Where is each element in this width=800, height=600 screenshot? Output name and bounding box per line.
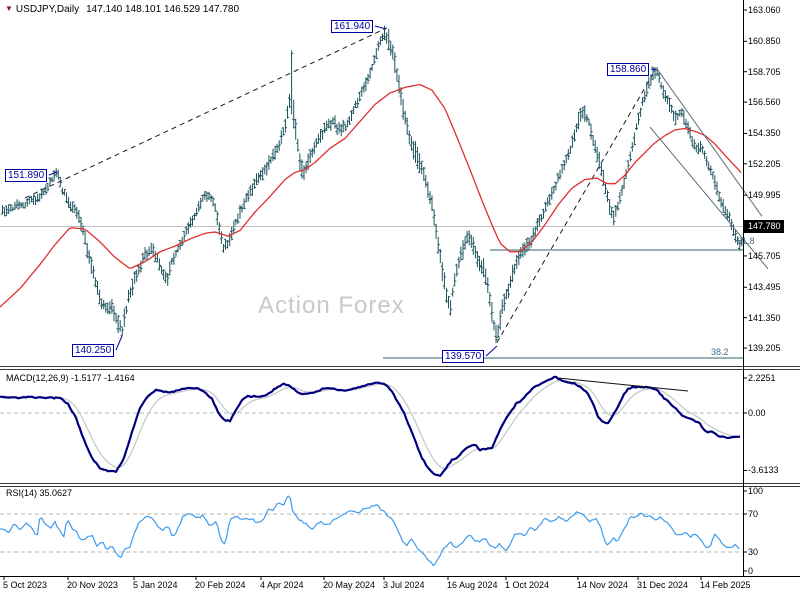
price-tick-label: 154.350 [748,128,781,139]
date-tick-label: 16 Aug 2024 [447,580,498,590]
ohlc-values: 147.140 148.101 146.529 147.780 [86,4,240,15]
date-tick-label: 20 Feb 2024 [195,580,246,590]
rsi-tick-label: 100 [748,486,764,496]
price-tick-label: 158.705 [748,66,781,77]
date-tick-label: 14 Nov 2024 [577,580,629,590]
current-price-badge: 147.780 [744,220,784,234]
rsi-tick-label: 0 [748,566,754,576]
price-tick-label: 149.995 [748,190,781,201]
macd-tick-label: 0.00 [748,408,766,418]
date-tick-label: 14 Feb 2025 [700,580,751,590]
dropdown-arrow-icon: ▼ [5,4,13,13]
price-annotation: 151.890 [5,169,48,182]
price-tick-label: 163.060 [748,5,781,15]
price-tick-label: 141.350 [748,312,781,323]
date-tick-label: 5 Jan 2024 [133,580,178,590]
price-tick-label: 152.205 [748,158,781,169]
rsi-tick-label: 30 [748,547,759,557]
date-tick-label: 20 Nov 2023 [67,580,119,590]
macd-tick-label: 2.2251 [748,373,776,383]
date-tick-label: 31 Dec 2024 [637,580,689,590]
date-tick-label: 5 Oct 2023 [3,580,48,590]
watermark: Action Forex [258,292,405,319]
symbol-title: ▼ USDJPY,Daily 147.140 148.101 146.529 147… [5,4,239,15]
price-tick-label: 156.560 [748,97,781,108]
fib-level-label: 38.2 [711,347,729,357]
symbol-timeframe: USDJPY,Daily [15,4,80,15]
rsi-indicator-label: RSI(14) 35.0627 [6,488,73,498]
price-tick-label: 143.495 [748,282,781,293]
date-tick-label: 1 Oct 2024 [505,580,550,590]
date-tick-label: 4 Apr 2024 [260,580,304,590]
price-annotation: 139.570 [442,350,485,363]
date-tick-label: 20 May 2024 [323,580,376,590]
macd-tick-label: -3.6133 [748,465,779,476]
date-tick-label: 3 Jul 2024 [383,580,425,590]
fib-level-label: 61.8 [737,236,755,246]
price-tick-label: 145.705 [748,250,781,261]
price-tick-label: 160.850 [748,36,781,47]
price-tick-label: 139.205 [748,343,781,354]
rsi-tick-label: 70 [748,509,759,519]
price-annotation: 140.250 [72,344,115,357]
price-annotation: 161.940 [331,20,374,33]
price-annotation: 158.860 [607,63,650,76]
macd-indicator-label: MACD(12,26,9) -1.5177 -1.4164 [6,373,135,383]
